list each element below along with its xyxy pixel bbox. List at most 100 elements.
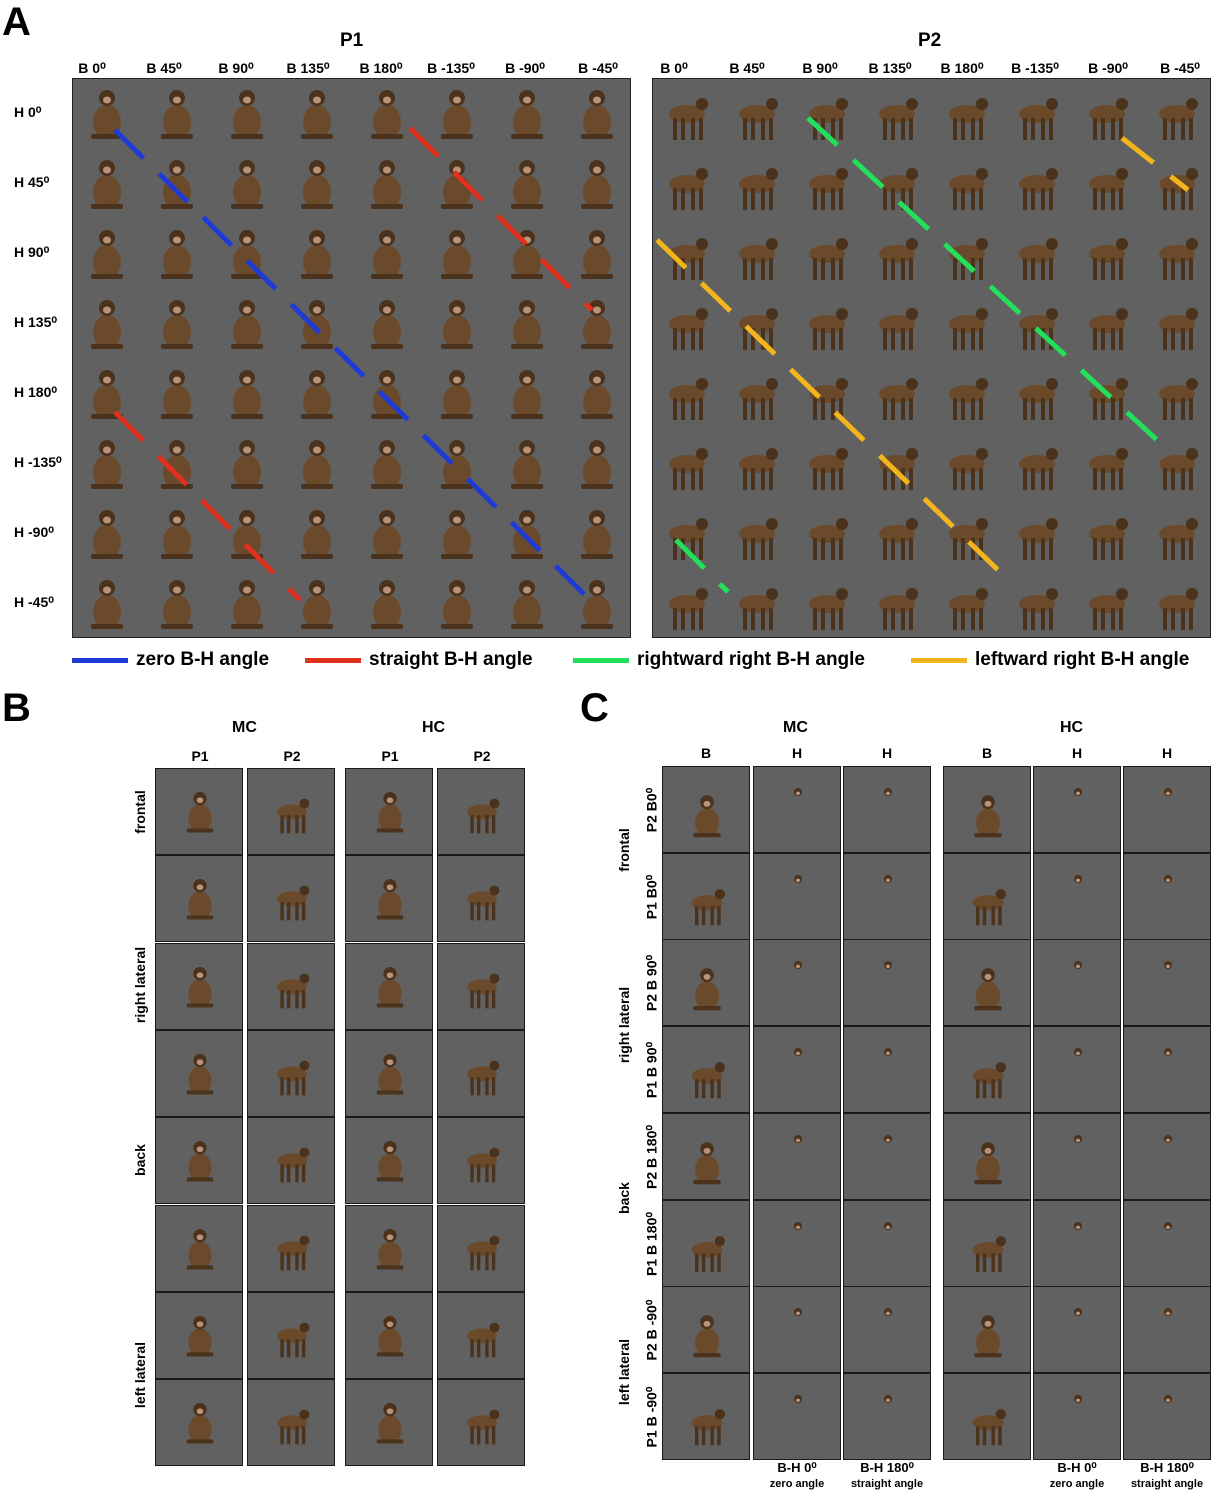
c-body-tile bbox=[662, 1112, 750, 1200]
monkey-figure-icon bbox=[879, 238, 918, 280]
monkey-figure-icon bbox=[376, 1141, 404, 1182]
monkey-figure-icon bbox=[376, 1228, 404, 1270]
c-body-tile bbox=[943, 766, 1031, 853]
b-stimulus-tile bbox=[345, 1204, 433, 1292]
monkey-figure-icon bbox=[669, 98, 708, 140]
c-figure-holder bbox=[962, 1392, 1014, 1452]
bh-angle-line bbox=[1120, 136, 1190, 192]
c-figure-holder bbox=[778, 1027, 818, 1077]
c-figure-holder bbox=[868, 767, 908, 817]
monkey-figure-icon bbox=[1089, 448, 1128, 490]
p2-monkey-cell bbox=[792, 428, 862, 498]
c-body-tile bbox=[662, 939, 750, 1027]
p1-col-label: B -135⁰ bbox=[427, 60, 475, 76]
c-footer-label: B-H 0⁰ zero angle bbox=[1050, 1460, 1104, 1492]
c-row-label: P2 B 180⁰ bbox=[643, 1124, 660, 1189]
legend-label: straight B-H angle bbox=[369, 649, 533, 670]
p2-monkey-cell bbox=[1002, 148, 1072, 218]
monkey-figure-icon bbox=[186, 1228, 214, 1270]
p1-monkey-cell bbox=[72, 358, 142, 428]
monkey-figure-icon bbox=[949, 98, 988, 140]
c-figure-holder bbox=[1058, 1374, 1098, 1424]
c-body-tile bbox=[662, 852, 750, 940]
p2-col-label: B -90⁰ bbox=[1088, 60, 1128, 76]
monkey-figure-icon bbox=[1159, 588, 1198, 630]
b-monkey-holder bbox=[365, 1044, 415, 1102]
c-figure-holder bbox=[1058, 1027, 1098, 1077]
monkey-figure-icon bbox=[161, 300, 193, 349]
monkey-head-icon bbox=[1074, 874, 1082, 883]
monkey-figure-icon bbox=[691, 1062, 725, 1099]
b-subcol-label: P1 bbox=[191, 748, 209, 764]
c-figure-holder bbox=[778, 1201, 818, 1251]
monkey-figure-icon bbox=[581, 160, 613, 209]
b-group-mc: MC bbox=[232, 719, 257, 736]
p2-monkey-cell bbox=[1142, 428, 1212, 498]
b-stimulus-tile bbox=[247, 768, 335, 855]
b-stimulus-tile bbox=[345, 1379, 433, 1467]
monkey-figure-icon bbox=[91, 90, 123, 139]
p2-monkey-cell bbox=[1072, 568, 1142, 638]
monkey-figure-icon bbox=[511, 370, 543, 419]
c-head-tile bbox=[1123, 852, 1211, 940]
c-head-tile bbox=[843, 1199, 931, 1287]
monkey-figure-icon bbox=[693, 968, 721, 1011]
p1-monkey-cell bbox=[142, 568, 212, 638]
monkey-head-icon bbox=[794, 1308, 802, 1317]
p2-col-label: B 90⁰ bbox=[802, 60, 838, 76]
p2-monkey-cell bbox=[792, 568, 862, 638]
monkey-figure-icon bbox=[809, 238, 848, 280]
a-row-label: H -135⁰ bbox=[14, 454, 62, 470]
c-footer-line2: straight angle bbox=[850, 1478, 924, 1490]
monkey-figure-icon bbox=[879, 378, 918, 420]
monkey-head-icon bbox=[1074, 788, 1082, 796]
monkey-figure-icon bbox=[301, 510, 333, 559]
monkey-figure-icon bbox=[376, 791, 404, 833]
p1-col-label: B 90⁰ bbox=[218, 60, 254, 76]
c-figure-holder bbox=[1148, 767, 1188, 817]
p2-col-label: B 45⁰ bbox=[729, 60, 765, 76]
b-stimulus-tile bbox=[437, 855, 525, 943]
monkey-figure-icon bbox=[186, 1315, 214, 1357]
c-head-tile bbox=[1033, 1372, 1121, 1460]
monkey-head-icon bbox=[794, 874, 802, 883]
c-head-tile bbox=[1033, 1112, 1121, 1200]
c-footer-label: B-H 180⁰ straight angle bbox=[1131, 1460, 1203, 1492]
monkey-figure-icon bbox=[301, 580, 333, 629]
p1-monkey-cell bbox=[562, 288, 632, 358]
b-monkey-holder bbox=[457, 1131, 507, 1189]
monkey-figure-icon bbox=[511, 580, 543, 629]
c-figure-holder bbox=[868, 1287, 908, 1337]
monkey-figure-icon bbox=[879, 98, 918, 140]
b-monkey-holder bbox=[457, 1393, 507, 1451]
monkey-figure-icon bbox=[739, 168, 778, 210]
b-stimulus-tile bbox=[437, 942, 525, 1030]
c-head-tile bbox=[1033, 1286, 1121, 1374]
monkey-head-icon bbox=[1074, 1048, 1082, 1057]
c-group-hc: HC bbox=[1060, 719, 1084, 736]
p1-monkey-cell bbox=[352, 78, 422, 148]
monkey-figure-icon bbox=[949, 518, 988, 560]
panel-letter-a: A bbox=[2, 0, 31, 44]
monkey-figure-icon bbox=[581, 230, 613, 279]
monkey-figure-icon bbox=[949, 308, 988, 350]
c-figure-holder bbox=[868, 1114, 908, 1164]
p2-monkey-cell bbox=[722, 218, 792, 288]
c-figure-holder bbox=[778, 1114, 818, 1164]
monkey-figure-icon bbox=[809, 378, 848, 420]
b-group-hc: HC bbox=[422, 719, 446, 736]
c-row-label: P2 B 90⁰ bbox=[643, 955, 660, 1012]
monkey-figure-icon bbox=[231, 440, 263, 489]
c-figure-holder bbox=[962, 1045, 1014, 1105]
monkey-figure-icon bbox=[669, 588, 708, 630]
monkey-head-icon bbox=[1164, 1134, 1172, 1143]
p2-monkey-cell bbox=[652, 358, 722, 428]
c-body-tile bbox=[943, 1199, 1031, 1287]
p1-monkey-cell bbox=[352, 218, 422, 288]
c-figure-holder bbox=[681, 1045, 733, 1105]
monkey-head-icon bbox=[1164, 1048, 1172, 1057]
monkey-figure-icon bbox=[376, 1053, 404, 1095]
p2-monkey-cell bbox=[1142, 78, 1212, 148]
c-figure-holder bbox=[962, 1132, 1014, 1192]
